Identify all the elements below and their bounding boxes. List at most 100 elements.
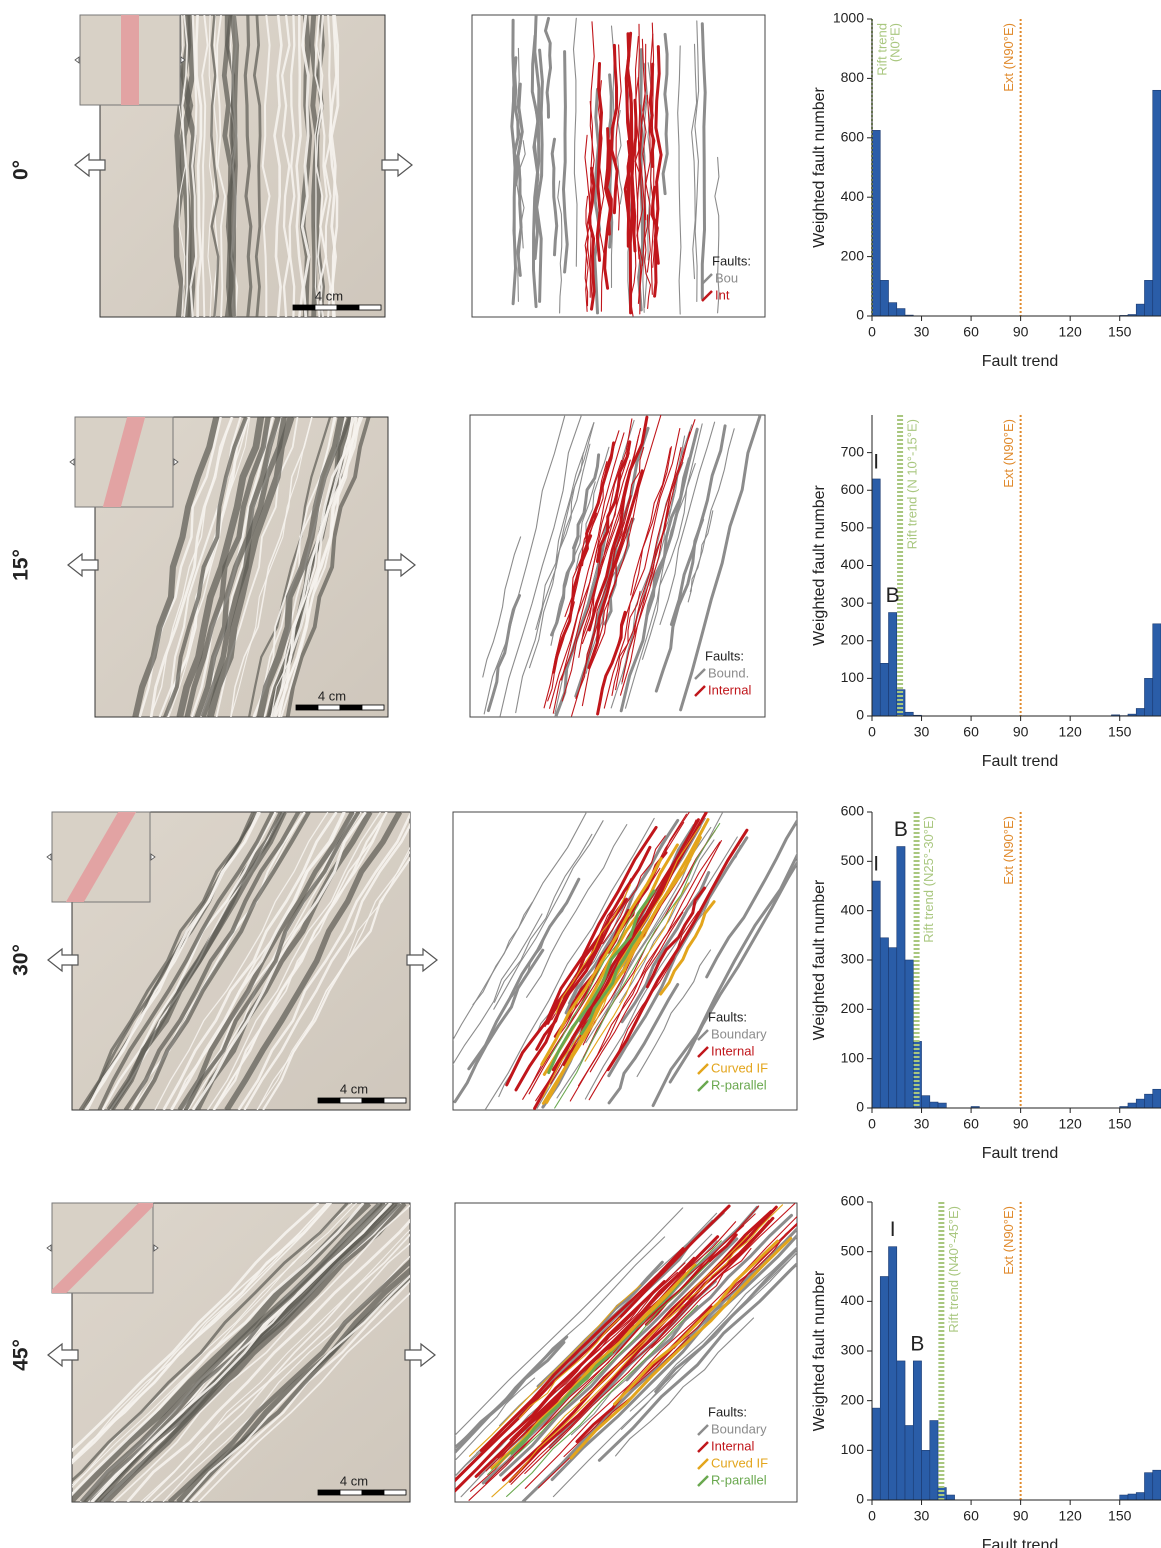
fault (543, 512, 598, 709)
fault (572, 453, 601, 550)
fault (638, 38, 646, 267)
legend-label: Curved IF (711, 1060, 768, 1075)
streak (256, 417, 345, 717)
bar (929, 1101, 939, 1109)
streak (261, 15, 271, 317)
fault (484, 817, 655, 1110)
fault (659, 421, 716, 626)
bar (921, 1095, 931, 1109)
y-tick-label: 800 (841, 69, 865, 85)
fault (505, 825, 658, 1087)
fault (581, 427, 642, 645)
fault (654, 1246, 797, 1393)
fault-lines (453, 812, 797, 1110)
legend-swatch (697, 1458, 709, 1470)
bar (1127, 1102, 1137, 1109)
row-label: 45° (10, 1339, 33, 1371)
streak (134, 812, 311, 1110)
legend-swatch (697, 1046, 709, 1058)
fault (510, 18, 518, 306)
inset-rift (102, 417, 146, 507)
fault-lines (482, 415, 762, 717)
fault (645, 886, 707, 989)
streak (140, 1229, 410, 1502)
streak (201, 15, 209, 317)
fault (687, 510, 714, 603)
fault (551, 859, 646, 1021)
reference-label: Ext (N90°E) (1001, 419, 1016, 488)
streak (72, 1203, 349, 1483)
streak (243, 15, 253, 317)
scale-segment (292, 304, 316, 311)
fault (513, 1261, 710, 1458)
streak (81, 812, 258, 1110)
y-tick-label: 500 (841, 519, 865, 535)
x-tick-label: 90 (1013, 324, 1029, 340)
streak (274, 417, 358, 717)
fault (595, 62, 604, 262)
fault (587, 415, 649, 632)
fault (547, 889, 656, 1075)
bar (871, 478, 881, 717)
peak-label: B (910, 1332, 924, 1355)
x-tick-label: 0 (868, 724, 876, 740)
streak (183, 812, 361, 1110)
fault (545, 836, 702, 1104)
streak (189, 1279, 410, 1502)
legend-label: Bou (715, 270, 738, 285)
streak (181, 15, 189, 317)
y-tick-label: 1000 (833, 10, 864, 26)
fault (572, 17, 578, 267)
streak (237, 812, 410, 1110)
scale-segment (383, 1489, 407, 1496)
bar (1144, 280, 1154, 317)
fault (629, 1246, 797, 1412)
fault (581, 459, 631, 641)
x-tick-label: 150 (1108, 1508, 1132, 1524)
fault (589, 21, 595, 300)
fault (531, 15, 541, 309)
fault (547, 601, 575, 702)
streak (212, 812, 388, 1110)
bar (1152, 1469, 1161, 1501)
fault (659, 900, 716, 996)
bar (896, 1360, 906, 1501)
streak (243, 822, 410, 1110)
streak (314, 15, 324, 317)
streak (97, 812, 274, 1110)
scale-segment (361, 1097, 385, 1104)
x-tick-label: 60 (963, 324, 979, 340)
reference-label: Ext (N90°E) (1001, 816, 1016, 885)
photo-streaks (72, 1203, 410, 1502)
fault (530, 34, 540, 260)
bar (946, 1494, 955, 1501)
fault-lines (510, 15, 720, 317)
scale-segment (339, 1489, 363, 1496)
fault (686, 1204, 784, 1301)
streak (189, 15, 198, 317)
streak (330, 15, 340, 317)
fault (577, 841, 721, 1087)
scale-segment (336, 304, 360, 311)
x-tick-label: 60 (963, 1508, 979, 1524)
x-axis-title: Fault trend (982, 1537, 1058, 1548)
fault (615, 44, 622, 231)
scale-segment (314, 304, 338, 311)
y-tick-label: 0 (856, 1099, 864, 1115)
row-label: 15° (10, 549, 33, 581)
y-axis-title: Weighted fault number (811, 1270, 828, 1431)
streak (150, 1242, 410, 1502)
fault (535, 48, 544, 303)
fault (677, 45, 682, 315)
fault (636, 949, 712, 1078)
y-tick-label: 600 (841, 481, 865, 497)
fault (543, 16, 553, 119)
fault (482, 536, 522, 678)
streak (143, 1233, 410, 1502)
x-tick-label: 60 (963, 1116, 979, 1132)
bar (879, 663, 889, 717)
bar (912, 1041, 922, 1109)
fault (509, 1271, 678, 1441)
y-tick-label: 700 (841, 443, 865, 459)
